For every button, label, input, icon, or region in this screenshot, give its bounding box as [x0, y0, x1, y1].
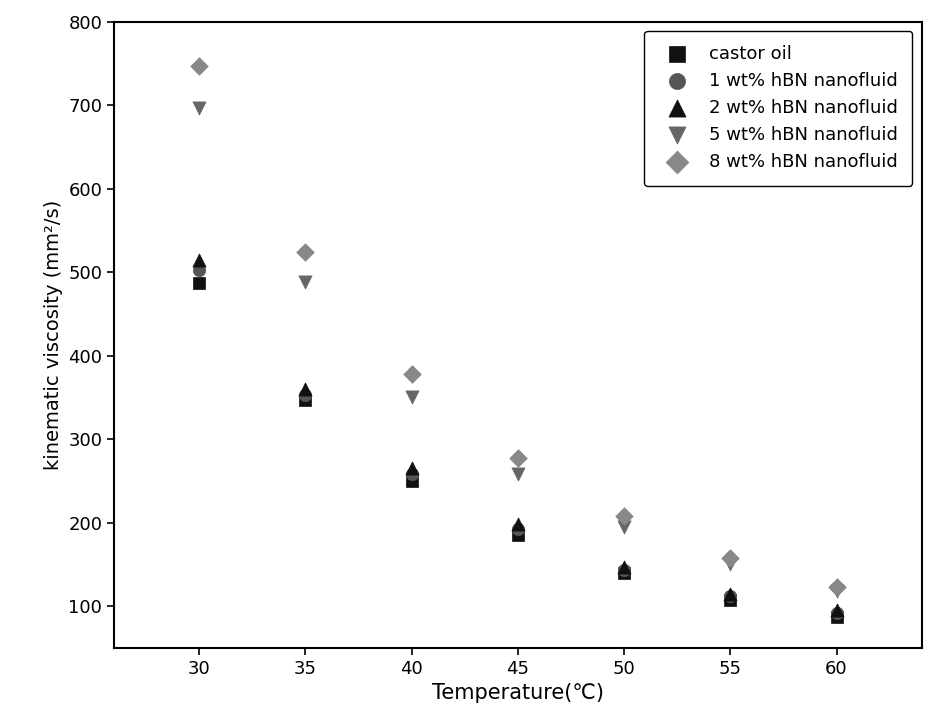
X-axis label: Temperature(℃): Temperature(℃) [431, 683, 604, 703]
8 wt% hBN nanofluid [617, 510, 632, 522]
1 wt% hBN nanofluid [510, 523, 525, 535]
5 wt% hBN nanofluid [404, 392, 419, 403]
8 wt% hBN nanofluid [297, 246, 313, 258]
8 wt% hBN nanofluid [191, 60, 206, 71]
Legend: castor oil, 1 wt% hBN nanofluid, 2 wt% hBN nanofluid, 5 wt% hBN nanofluid, 8 wt%: castor oil, 1 wt% hBN nanofluid, 2 wt% h… [644, 31, 912, 186]
1 wt% hBN nanofluid [191, 264, 206, 276]
8 wt% hBN nanofluid [829, 581, 845, 593]
1 wt% hBN nanofluid [829, 607, 845, 618]
5 wt% hBN nanofluid [829, 585, 845, 597]
castor oil [510, 529, 525, 541]
2 wt% hBN nanofluid [297, 383, 313, 395]
8 wt% hBN nanofluid [510, 452, 525, 464]
5 wt% hBN nanofluid [297, 276, 313, 288]
1 wt% hBN nanofluid [617, 564, 632, 576]
2 wt% hBN nanofluid [617, 561, 632, 572]
castor oil [404, 475, 419, 487]
8 wt% hBN nanofluid [723, 552, 738, 564]
2 wt% hBN nanofluid [510, 518, 525, 530]
castor oil [723, 594, 738, 606]
2 wt% hBN nanofluid [723, 588, 738, 600]
5 wt% hBN nanofluid [191, 102, 206, 113]
5 wt% hBN nanofluid [723, 559, 738, 570]
Y-axis label: kinematic viscosity (mm²/s): kinematic viscosity (mm²/s) [44, 199, 63, 470]
8 wt% hBN nanofluid [404, 369, 419, 380]
castor oil [191, 277, 206, 289]
2 wt% hBN nanofluid [191, 254, 206, 266]
2 wt% hBN nanofluid [404, 463, 419, 474]
1 wt% hBN nanofluid [404, 469, 419, 480]
1 wt% hBN nanofluid [723, 590, 738, 602]
5 wt% hBN nanofluid [617, 521, 632, 533]
castor oil [297, 394, 313, 405]
1 wt% hBN nanofluid [297, 390, 313, 401]
castor oil [617, 567, 632, 579]
2 wt% hBN nanofluid [829, 604, 845, 616]
castor oil [829, 611, 845, 623]
5 wt% hBN nanofluid [510, 469, 525, 480]
